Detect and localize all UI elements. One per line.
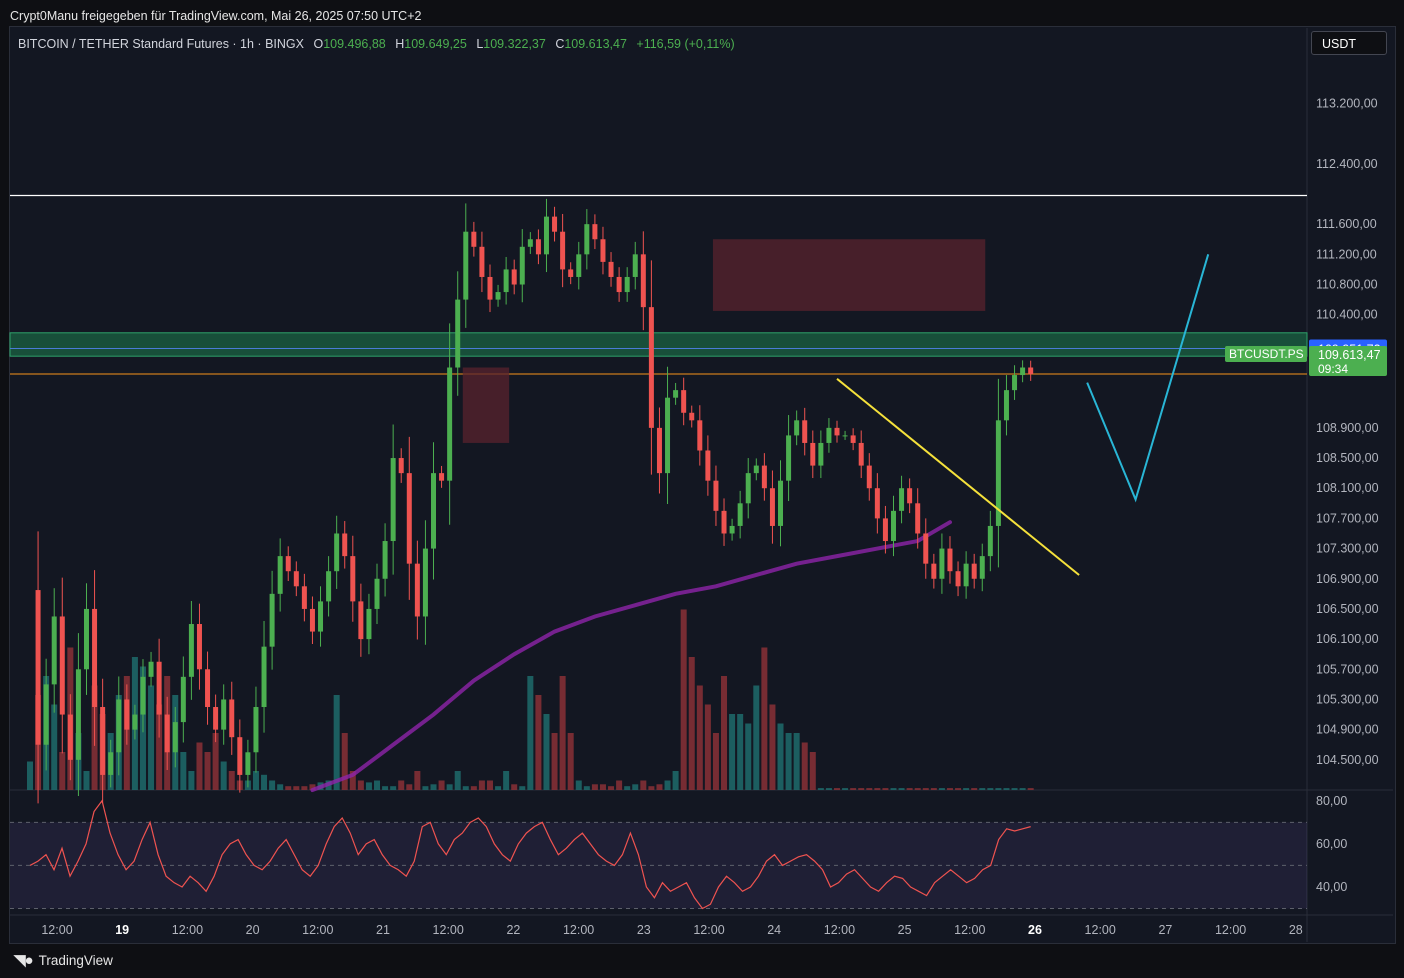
publisher-line: Crypt0Manu freigegeben für TradingView.c… bbox=[10, 9, 422, 23]
high-value: 109.649,25 bbox=[404, 37, 467, 51]
chart-frame[interactable] bbox=[9, 26, 1396, 944]
close-value: 109.613,47 bbox=[564, 37, 627, 51]
currency-button[interactable]: USDT bbox=[1311, 31, 1387, 55]
symbol-title: BITCOIN / TETHER Standard Futures · 1h ·… bbox=[18, 37, 304, 51]
low-value: 109.322,37 bbox=[483, 37, 546, 51]
high-label: H bbox=[395, 37, 405, 51]
open-label: O bbox=[313, 37, 324, 51]
tradingview-logo-icon: ◥● bbox=[14, 952, 34, 969]
symbol-legend: BITCOIN / TETHER Standard Futures · 1h ·… bbox=[18, 37, 735, 51]
change-value: +116,59 (+0,11%) bbox=[636, 37, 735, 51]
footer-brand-label: TradingView bbox=[38, 952, 113, 968]
footer-brand[interactable]: ◥● TradingView bbox=[14, 951, 113, 969]
low-label: L bbox=[476, 37, 484, 51]
open-value: 109.496,88 bbox=[323, 37, 386, 51]
close-label: C bbox=[555, 37, 565, 51]
